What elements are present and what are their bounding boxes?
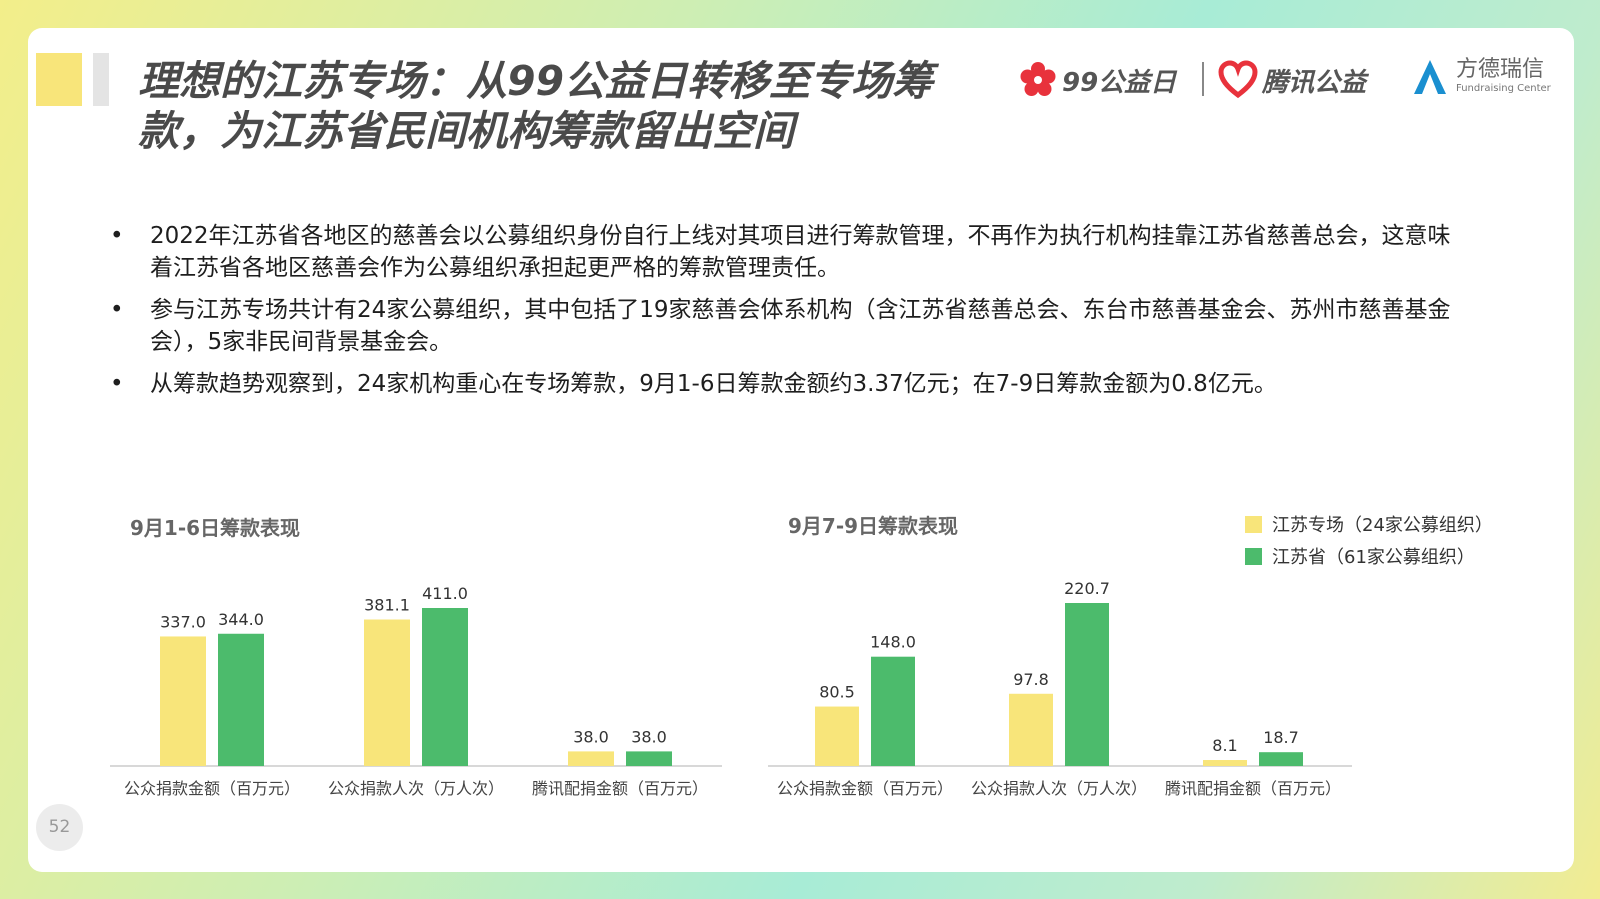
legend-swatch-green: [1245, 547, 1262, 565]
data-label: 97.8: [1013, 670, 1049, 689]
legend-item-jiangsu-province: 江苏省（61家公募组织）: [1245, 540, 1493, 572]
legend-label: 江苏专场（24家公募组织）: [1272, 515, 1493, 536]
bar: [218, 633, 264, 766]
bullet-text: 参与江苏专场共计有24家公募组织，其中包括了19家慈善会体系机构（含江苏省慈善总…: [150, 297, 1451, 355]
bullet-list: • 2022年江苏省各地区的慈善会以公募组织身份自行上线对其项目进行筹款管理，不再…: [110, 220, 1470, 410]
data-label: 337.0: [160, 612, 206, 631]
logo-fundraising-center: 方德瑞信 Fundraising Center: [1410, 56, 1551, 96]
bar: [1009, 693, 1053, 766]
bar: [422, 608, 468, 766]
data-label: 220.7: [1064, 579, 1110, 598]
data-label: 411.0: [422, 584, 468, 603]
logo-divider: [1202, 62, 1204, 96]
category-tick-label: 腾讯配捐金额（百万元）: [532, 779, 708, 798]
data-label: 38.0: [631, 727, 667, 746]
logo-99-day: 99公益日: [1018, 60, 1176, 100]
data-label: 38.0: [573, 727, 609, 746]
fd-mountain-icon: [1414, 60, 1446, 94]
chart-1-title: 9月1-6日筹款表现: [130, 516, 301, 540]
title-decor-yellow-block: [36, 53, 82, 106]
bar: [568, 751, 614, 766]
heart-icon: [1218, 60, 1258, 99]
data-label: 80.5: [819, 683, 855, 702]
data-label: 148.0: [870, 633, 916, 652]
chart-2-title: 9月7-9日筹款表现: [788, 514, 959, 538]
logo-tencent-text: 腾讯公益: [1262, 67, 1367, 98]
bullet-dot: •: [110, 297, 124, 323]
bullet-dot: •: [110, 223, 124, 249]
bullet-text: 2022年江苏省各地区的慈善会以公募组织身份自行上线对其项目进行筹款管理，不再作…: [150, 223, 1451, 281]
bar: [160, 636, 206, 766]
bar: [871, 656, 915, 766]
legend-item-jiangsu-special: 江苏专场（24家公募组织）: [1245, 508, 1493, 540]
legend-swatch-yellow: [1245, 515, 1262, 533]
category-tick-label: 公众捐款人次（万人次）: [328, 779, 504, 798]
bar: [1259, 752, 1303, 766]
bullet-dot: •: [110, 371, 124, 397]
logo-tencent-charity: 腾讯公益: [1218, 60, 1366, 100]
legend-label: 江苏省（61家公募组织）: [1272, 547, 1475, 568]
data-label: 381.1: [364, 595, 410, 614]
category-tick-label: 公众捐款金额（百万元）: [777, 779, 953, 798]
category-tick-label: 公众捐款金额（百万元）: [124, 779, 300, 798]
bullet-item: • 2022年江苏省各地区的慈善会以公募组织身份自行上线对其项目进行筹款管理，不再…: [110, 220, 1470, 284]
bar: [815, 706, 859, 766]
bar: [626, 751, 672, 766]
data-label: 8.1: [1212, 736, 1237, 755]
bar: [364, 619, 410, 766]
logo-99-text: 99公益日: [1062, 67, 1177, 98]
data-label: 18.7: [1263, 728, 1299, 747]
chart-legend: 江苏专场（24家公募组织） 江苏省（61家公募组织）: [1245, 508, 1493, 572]
category-tick-label: 公众捐款人次（万人次）: [971, 779, 1147, 798]
flower-icon: [1020, 62, 1056, 96]
page-number: 52: [36, 804, 83, 851]
category-tick-label: 腾讯配捐金额（百万元）: [1165, 779, 1341, 798]
title-decor-gray-block: [93, 53, 109, 106]
bar: [1203, 760, 1247, 766]
logo-fd-cn-text: 方德瑞信: [1456, 57, 1545, 82]
logo-bar: 99公益日 腾讯公益 方德瑞信 Fundraising Center: [1018, 56, 1558, 106]
bar: [1065, 603, 1109, 766]
bullet-item: • 参与江苏专场共计有24家公募组织，其中包括了19家慈善会体系机构（含江苏省慈善…: [110, 294, 1470, 358]
bullet-text: 从筹款趋势观察到，24家机构重心在专场筹款，9月1-6日筹款金额约3.37亿元；…: [150, 371, 1277, 397]
page-title: 理想的江苏专场：从99公益日转移至专场筹款，为江苏省民间机构筹款留出空间: [138, 57, 934, 155]
slide-card: [28, 28, 1574, 872]
logo-fd-en-text: Fundraising Center: [1456, 83, 1551, 94]
data-label: 344.0: [218, 610, 264, 629]
bullet-item: • 从筹款趋势观察到，24家机构重心在专场筹款，9月1-6日筹款金额约3.37亿元…: [110, 368, 1470, 400]
